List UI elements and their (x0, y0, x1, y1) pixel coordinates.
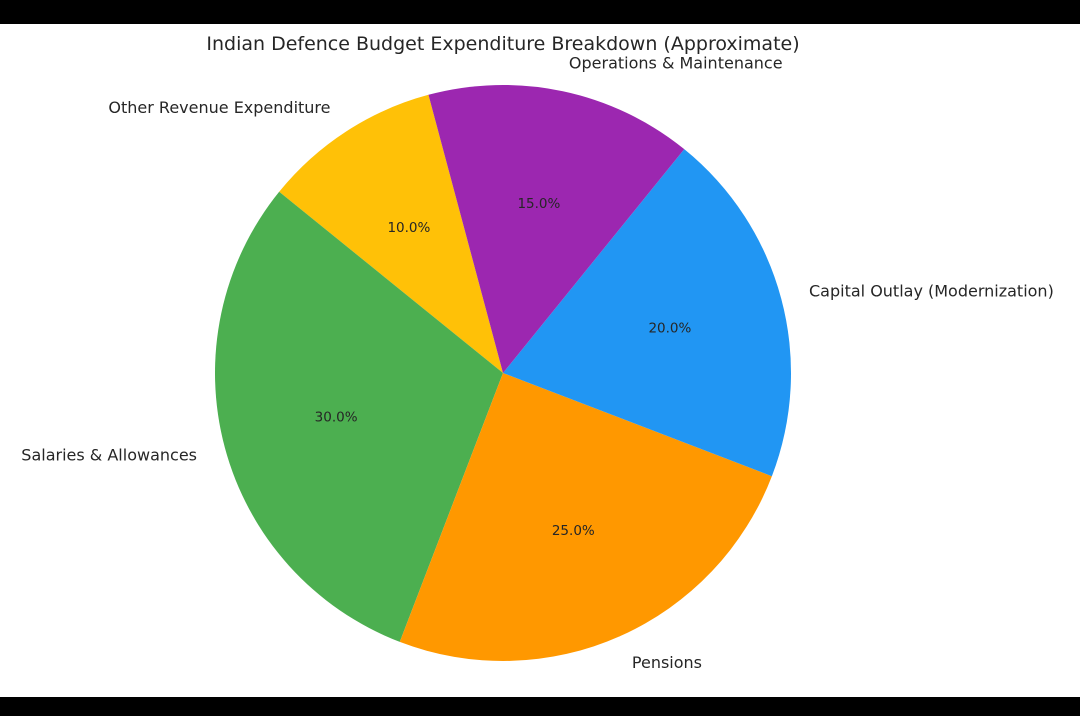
slice-label-capital-outlay-modernization: Capital Outlay (Modernization) (809, 282, 1054, 301)
slice-labels: Other Revenue Expenditure Salaries & Allo… (21, 54, 1054, 672)
slice-label-operations-maintenance: Operations & Maintenance (569, 54, 783, 73)
slice-label-pensions: Pensions (632, 653, 702, 672)
chart-title: Indian Defence Budget Expenditure Breakd… (206, 33, 799, 55)
percent-labels: 10.0% 30.0% 25.0% 20.0% 15.0% (315, 196, 692, 539)
pie-chart: Indian Defence Budget Expenditure Breakd… (21, 33, 1054, 672)
slice-label-salaries-allowances: Salaries & Allowances (21, 446, 197, 465)
chart-canvas: Indian Defence Budget Expenditure Breakd… (0, 24, 1080, 697)
slice-label-other-revenue-expenditure: Other Revenue Expenditure (108, 98, 330, 117)
percent-label-pensions: 25.0% (552, 523, 595, 539)
pie-slices (215, 84, 791, 661)
pie-slice-capital-outlay-modernization (503, 149, 791, 477)
percent-label-operations-maintenance: 15.0% (517, 196, 560, 212)
pie-slice-other-revenue-expenditure (279, 94, 503, 373)
percent-label-capital-outlay-modernization: 20.0% (648, 320, 691, 336)
pie-slice-pensions (399, 373, 772, 661)
pie-slice-salaries-allowances (215, 191, 503, 642)
pie-slice-operations-maintenance (428, 84, 685, 374)
percent-label-other-revenue-expenditure: 10.0% (387, 220, 430, 236)
percent-label-salaries-allowances: 30.0% (315, 410, 358, 426)
